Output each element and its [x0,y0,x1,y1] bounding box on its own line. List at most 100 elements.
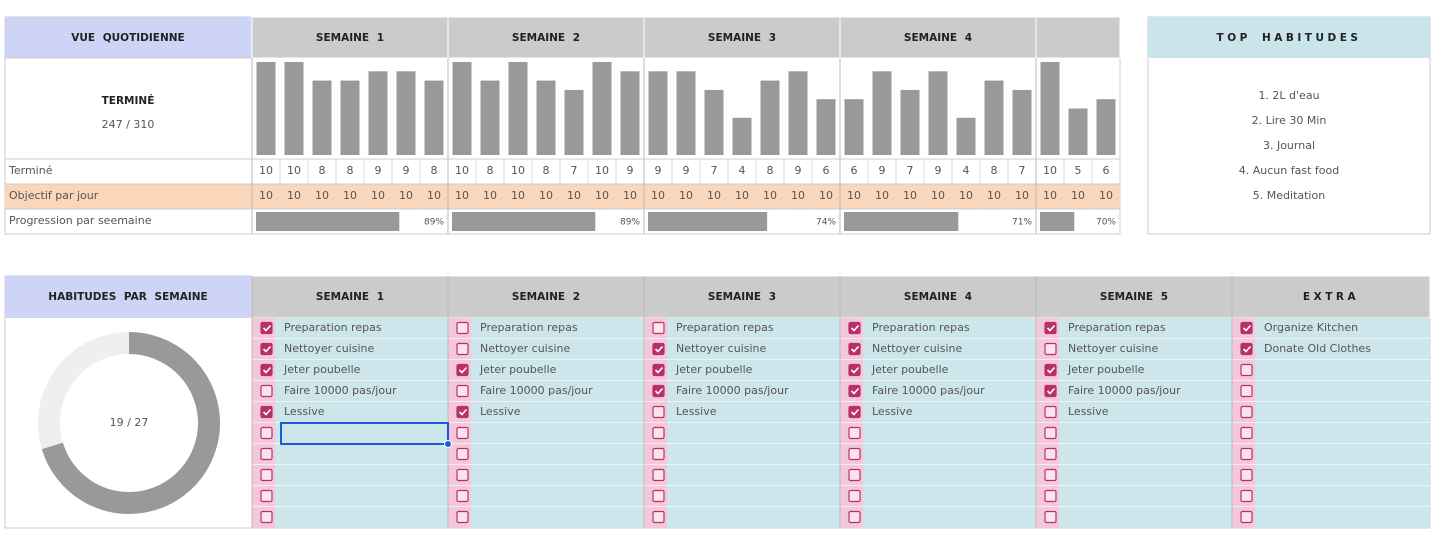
bar [984,80,1004,155]
checkbox[interactable] [456,510,469,524]
goal-value: 10 [1099,189,1113,202]
checkbox[interactable] [1044,489,1057,503]
checkbox[interactable] [260,489,273,503]
done-value: 8 [347,164,354,177]
checkbox[interactable] [652,321,665,335]
checkbox[interactable] [652,405,665,419]
checkbox[interactable] [1044,363,1057,377]
habit-label: Faire 10000 pas/jour [872,384,985,397]
checkbox[interactable] [652,363,665,377]
checkbox[interactable] [848,426,861,440]
checkbox[interactable] [1044,342,1057,356]
checkbox[interactable] [1240,321,1253,335]
habit-label: Lessive [284,405,325,418]
checkbox[interactable] [1044,384,1057,398]
progress-bar [452,212,596,231]
goal-value: 10 [287,189,301,202]
habit-label: Preparation repas [284,321,382,334]
checkbox[interactable] [1044,321,1057,335]
checkbox[interactable] [652,384,665,398]
checkbox[interactable] [1240,447,1253,461]
check-mark [458,366,468,374]
checkbox[interactable] [1240,426,1253,440]
goal-value: 10 [371,189,385,202]
checkbox[interactable] [848,321,861,335]
checkbox[interactable] [456,342,469,356]
checkbox[interactable] [1240,510,1253,524]
row-label: Terminé [8,164,53,177]
col-title: SEMAINE 2 [512,291,580,303]
checkbox[interactable] [848,384,861,398]
checkbox[interactable] [848,405,861,419]
checkbox[interactable] [456,405,469,419]
checkbox[interactable] [848,468,861,482]
checkbox[interactable] [260,342,273,356]
done-value: 8 [487,164,494,177]
checkbox[interactable] [260,510,273,524]
checkbox[interactable] [260,384,273,398]
done-value: 7 [711,164,718,177]
bar [732,117,752,155]
checkbox[interactable] [848,447,861,461]
goal-value: 10 [1071,189,1085,202]
checkbox[interactable] [260,468,273,482]
goal-value: 10 [931,189,945,202]
checkbox[interactable] [1044,468,1057,482]
checkbox[interactable] [848,363,861,377]
bar [760,80,780,155]
habit-label: Nettoyer cuisine [676,342,766,355]
checkbox[interactable] [260,447,273,461]
checkbox[interactable] [652,342,665,356]
checkbox[interactable] [260,405,273,419]
section-title: VUE QUOTIDIENNE [71,32,184,44]
col-title: EXTRA [1303,291,1359,303]
checkbox[interactable] [848,489,861,503]
checkbox[interactable] [652,447,665,461]
bar [452,62,472,155]
checkbox[interactable] [848,510,861,524]
bar [1096,99,1116,155]
checkbox[interactable] [456,447,469,461]
checkbox[interactable] [1044,510,1057,524]
checkbox[interactable] [456,426,469,440]
bar [956,117,976,155]
checkbox[interactable] [1044,405,1057,419]
habit-label: Faire 10000 pas/jour [1068,384,1181,397]
col-header [1231,275,1431,319]
checkbox[interactable] [652,489,665,503]
checkbox[interactable] [260,426,273,440]
check-mark [850,387,860,395]
checkbox[interactable] [260,321,273,335]
checkbox[interactable] [1240,489,1253,503]
done-value: 9 [935,164,942,177]
checkbox[interactable] [456,468,469,482]
progress-label: 89% [424,218,444,228]
checkbox[interactable] [652,510,665,524]
checkbox[interactable] [1240,342,1253,356]
checkbox[interactable] [652,468,665,482]
checkbox[interactable] [848,342,861,356]
checkbox[interactable] [260,363,273,377]
checkbox[interactable] [1240,405,1253,419]
checkbox[interactable] [652,426,665,440]
week-header [643,16,841,59]
checkbox[interactable] [456,321,469,335]
check-mark [850,324,860,332]
done-value: 8 [991,164,998,177]
done-value: 7 [1019,164,1026,177]
checkbox[interactable] [1240,384,1253,398]
checkbox[interactable] [456,363,469,377]
checkbox[interactable] [456,489,469,503]
checkbox[interactable] [1240,468,1253,482]
done-value: 6 [1103,164,1110,177]
bar [928,71,948,155]
bar [1040,62,1060,155]
checkbox[interactable] [456,384,469,398]
done-value: 4 [963,164,970,177]
summary-value: 247 / 310 [102,118,155,131]
bar [536,80,556,155]
checkbox[interactable] [1044,447,1057,461]
checkbox[interactable] [1044,426,1057,440]
bar [1012,89,1032,155]
checkbox[interactable] [1240,363,1253,377]
